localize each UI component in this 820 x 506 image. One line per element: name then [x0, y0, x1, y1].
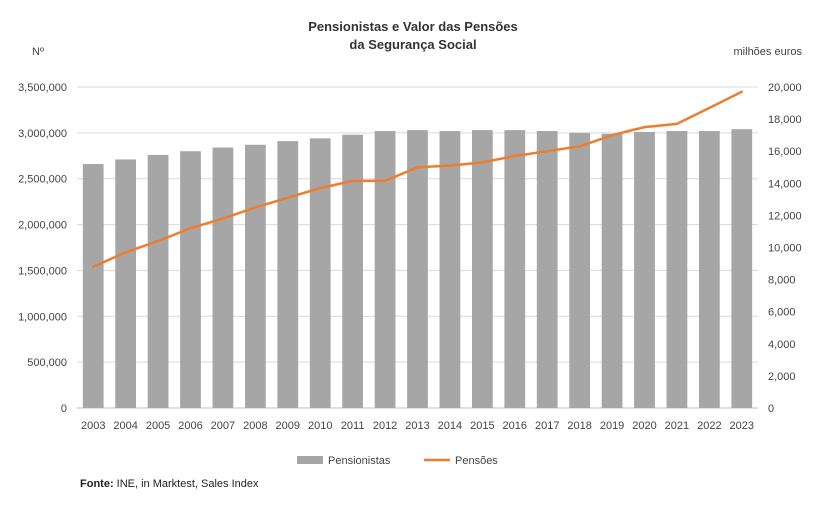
left-tick-label: 0 [61, 403, 67, 415]
source-text: INE, in Marktest, Sales Index [113, 478, 259, 490]
x-tick-label: 2011 [341, 420, 365, 432]
bar-pensionistas [147, 154, 169, 408]
x-tick-label: 2018 [567, 420, 591, 432]
bar-pensionistas [277, 141, 299, 408]
x-tick-label: 2003 [81, 420, 105, 432]
left-tick-label: 500,000 [27, 357, 67, 369]
bar-pensionistas [569, 132, 591, 408]
chart-title-line1: Pensionistas e Valor das Pensões [308, 19, 518, 34]
bar-pensionistas [407, 130, 428, 408]
x-tick-label: 2017 [535, 420, 559, 432]
x-tick-label: 2004 [113, 420, 137, 432]
right-axis-unit: milhões euros [734, 46, 803, 58]
left-tick-label: 2,500,000 [18, 174, 67, 186]
right-tick-label: 0 [768, 403, 774, 415]
bar-pensionistas [731, 129, 753, 408]
right-tick-label: 14,000 [768, 178, 802, 190]
bar-pensionistas [634, 131, 655, 408]
bar-pensionistas [439, 131, 461, 408]
bar-pensionistas [180, 151, 201, 408]
right-tick-label: 8,000 [768, 275, 796, 287]
bar-pensionistas [309, 138, 331, 409]
bar-pensionistas [601, 133, 623, 408]
x-tick-label: 2006 [178, 420, 202, 432]
legend-swatch-pensionistas [297, 456, 323, 464]
bar-pensionistas [212, 147, 234, 408]
right-tick-label: 20,000 [768, 82, 802, 94]
left-tick-label: 3,000,000 [18, 128, 67, 140]
right-tick-label: 16,000 [768, 146, 802, 158]
right-tick-label: 18,000 [768, 114, 802, 126]
left-tick-label: 1,500,000 [18, 265, 67, 277]
bar-pensionistas [536, 131, 558, 408]
left-axis-ticks: 0 500,000 1,000,000 1,500,000 2,000,000 2,500… [18, 82, 67, 415]
left-tick-label: 3,500,000 [18, 82, 67, 94]
source-note: Fonte: INE, in Marktest, Sales Index [80, 478, 259, 490]
right-tick-label: 2,000 [768, 371, 796, 383]
x-tick-label: 2014 [438, 420, 462, 432]
left-axis-unit: Nº [32, 46, 44, 58]
x-tick-label: 2007 [211, 420, 235, 432]
left-tick-label: 2,000,000 [18, 220, 67, 232]
bar-pensionistas [115, 159, 137, 408]
x-tick-label: 2023 [730, 420, 754, 432]
bar-pensionistas [698, 131, 720, 408]
x-tick-label: 2005 [146, 420, 170, 432]
x-tick-label: 2009 [276, 420, 300, 432]
bar-pensionistas [666, 131, 688, 408]
x-tick-label: 2013 [405, 420, 429, 432]
legend-label-pensionistas: Pensionistas [328, 455, 391, 467]
bar-pensionistas [374, 131, 396, 408]
source-label: Fonte: [80, 478, 114, 490]
bar-pensionistas [471, 130, 493, 408]
x-tick-label: 2016 [503, 420, 527, 432]
bar-pensionistas [504, 130, 526, 408]
x-axis-ticks: 2003 2004 2005 2006 2007 2008 2009 2010 2011 2012… [81, 420, 754, 432]
x-tick-label: 2012 [373, 420, 397, 432]
x-tick-label: 2015 [470, 420, 494, 432]
bar-pensionistas [82, 164, 104, 408]
right-tick-label: 10,000 [768, 243, 802, 255]
legend: Pensionistas Pensões [297, 455, 498, 467]
x-tick-label: 2010 [308, 420, 332, 432]
right-tick-label: 6,000 [768, 307, 796, 319]
bar-series-pensionistas [82, 129, 753, 409]
x-tick-label: 2020 [632, 420, 656, 432]
bar-pensionistas [244, 144, 266, 408]
x-tick-label: 2019 [600, 420, 624, 432]
chart-title-line2: da Segurança Social [349, 37, 476, 52]
x-tick-label: 2008 [243, 420, 267, 432]
line-series-pensoes [91, 90, 744, 269]
legend-label-pensoes: Pensões [455, 455, 498, 467]
left-tick-label: 1,000,000 [18, 311, 67, 323]
right-tick-label: 4,000 [768, 339, 796, 351]
right-tick-label: 12,000 [768, 210, 802, 222]
right-axis-ticks: 0 2,000 4,000 6,000 8,000 10,000 12,000 14,000 1… [768, 82, 802, 415]
x-tick-label: 2021 [665, 420, 689, 432]
x-tick-label: 2022 [697, 420, 721, 432]
bar-pensionistas [342, 134, 364, 409]
